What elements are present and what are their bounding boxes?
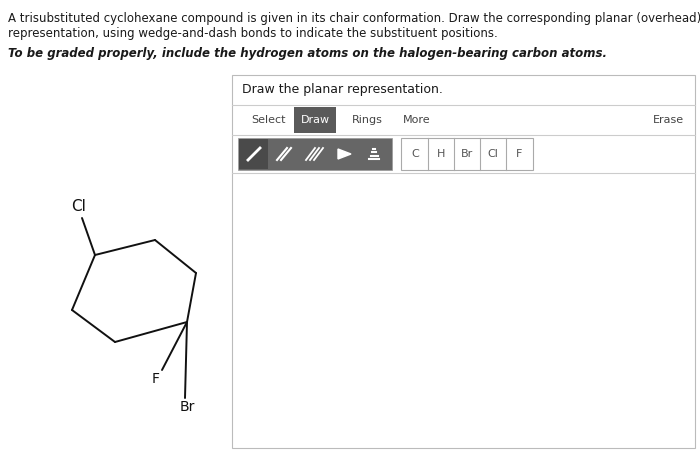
Text: F: F (152, 372, 160, 386)
Bar (269, 139, 298, 169)
Text: To be graded properly, include the hydrogen atoms on the halogen-bearing carbon : To be graded properly, include the hydro… (8, 47, 607, 60)
Text: Select: Select (251, 115, 286, 125)
Text: Rings: Rings (351, 115, 382, 125)
Bar (238, 138, 392, 170)
Bar (232, 75, 695, 448)
Text: Cl: Cl (71, 199, 86, 214)
Text: H: H (437, 149, 445, 159)
Text: F: F (516, 149, 522, 159)
Text: representation, using wedge-and-dash bonds to indicate the substituent positions: representation, using wedge-and-dash bon… (8, 27, 498, 40)
Polygon shape (338, 149, 351, 159)
Text: A trisubstituted cyclohexane compound is given in its chair conformation. Draw t: A trisubstituted cyclohexane compound is… (8, 12, 700, 25)
Bar (299, 139, 328, 169)
Text: Cl: Cl (488, 149, 498, 159)
Text: C: C (411, 149, 419, 159)
Bar (359, 139, 388, 169)
Text: Erase: Erase (652, 115, 684, 125)
Text: More: More (403, 115, 430, 125)
Bar (401, 138, 533, 170)
Text: Draw the planar representation.: Draw the planar representation. (242, 83, 443, 96)
Bar (294, 107, 336, 133)
Bar (239, 139, 268, 169)
Text: Br: Br (179, 400, 195, 414)
Text: Draw: Draw (300, 115, 330, 125)
Bar (329, 139, 358, 169)
Text: Br: Br (461, 149, 473, 159)
